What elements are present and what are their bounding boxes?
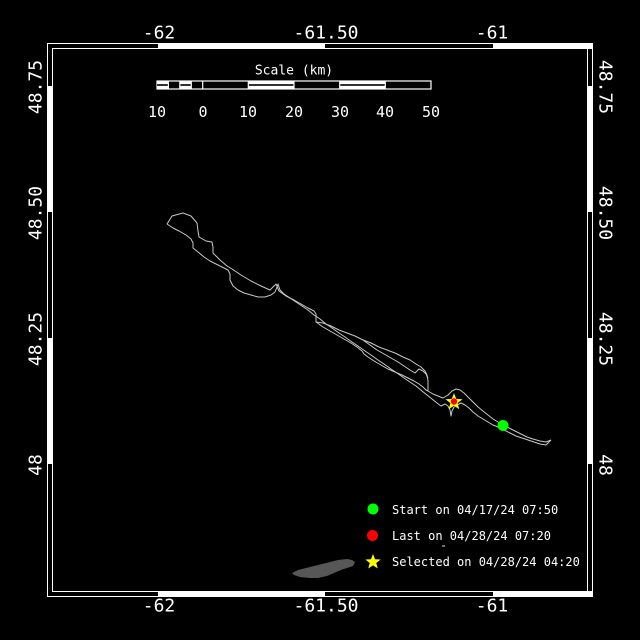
scale-tick-label: 50	[421, 103, 441, 121]
bottom-axis-label: -61	[475, 595, 509, 617]
right-axis-label: 48	[594, 454, 616, 476]
gray-island	[292, 545, 445, 578]
scale-bar-title: Scale (km)	[254, 63, 334, 79]
frame-seg	[47, 86, 53, 212]
bottom-axis-label: -61.50	[293, 595, 359, 617]
scale-tick-label: 10	[238, 103, 258, 121]
scale-tick-label: 0	[198, 103, 208, 121]
left-axis-label: 48	[25, 454, 47, 476]
left-axis-label: 48.25	[25, 311, 47, 367]
frame-seg	[47, 338, 53, 464]
right-axis-label: 48.50	[594, 185, 616, 241]
frame-seg	[158, 591, 325, 597]
last-position-marker	[450, 398, 458, 405]
left-axis-label: 48.75	[25, 59, 47, 115]
frame-seg	[158, 43, 325, 49]
islet-speck	[442, 545, 445, 547]
map-frame	[47, 43, 593, 597]
scale-tick-label: 10	[147, 103, 167, 121]
frame-seg	[587, 86, 593, 212]
scale-bar	[156, 80, 432, 90]
map-markers	[445, 393, 509, 431]
scale-tick-label: 20	[284, 103, 304, 121]
frame-seg	[493, 591, 593, 597]
right-axis-label: 48.75	[594, 59, 616, 115]
top-axis-label: -61.50	[293, 22, 359, 44]
legend-last-label: Last on 04/28/24 07:20	[392, 529, 551, 543]
top-axis-label: -62	[142, 22, 176, 44]
right-axis-label: 48.25	[594, 311, 616, 367]
scale-tick-label: 40	[375, 103, 395, 121]
legend-selected-label: Selected on 04/28/24 04:20	[392, 555, 580, 569]
top-axis-label: -61	[475, 22, 509, 44]
scale-tick-label: 30	[330, 103, 350, 121]
start-position-marker	[497, 420, 509, 431]
legend-start-label: Start on 04/17/24 07:50	[392, 503, 559, 517]
bottom-axis-label: -62	[142, 595, 176, 617]
left-axis-label: 48.50	[25, 185, 47, 241]
island-coastline	[166, 212, 552, 446]
frame-seg	[493, 43, 593, 49]
frame-seg	[587, 338, 593, 464]
